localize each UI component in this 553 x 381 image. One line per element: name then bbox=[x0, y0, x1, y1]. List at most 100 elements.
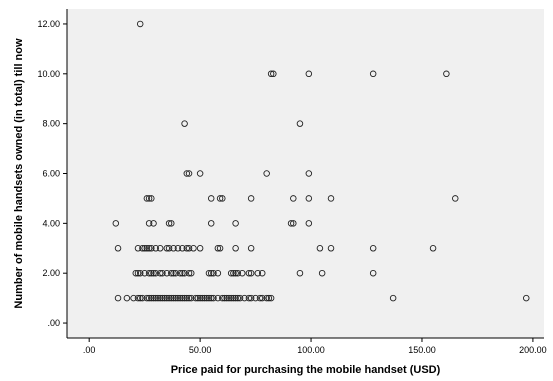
data-point bbox=[287, 220, 295, 227]
data-point bbox=[181, 120, 188, 127]
data-point bbox=[156, 294, 164, 302]
data-point bbox=[256, 294, 264, 302]
data-point bbox=[230, 269, 237, 277]
data-point bbox=[156, 269, 164, 277]
data-point bbox=[112, 220, 120, 227]
data-point bbox=[145, 294, 153, 302]
data-point bbox=[152, 269, 159, 277]
data-point bbox=[148, 269, 155, 277]
data-point bbox=[134, 245, 142, 252]
data-point bbox=[148, 294, 155, 302]
x-tick-label: 200.00 bbox=[519, 345, 547, 355]
data-point bbox=[150, 220, 157, 227]
data-point bbox=[207, 195, 215, 202]
data-point bbox=[123, 294, 131, 302]
data-point bbox=[227, 294, 235, 302]
data-point bbox=[134, 269, 142, 277]
y-tick-label: 8.00 bbox=[42, 119, 60, 129]
data-point bbox=[443, 70, 450, 78]
data-point bbox=[192, 294, 199, 302]
data-point bbox=[369, 245, 377, 252]
data-point bbox=[305, 220, 313, 227]
data-point bbox=[232, 294, 239, 302]
data-point bbox=[185, 170, 193, 177]
y-tick-label: .00 bbox=[47, 318, 60, 328]
data-point bbox=[429, 245, 437, 252]
data-point bbox=[267, 294, 275, 302]
y-tick-label: 6.00 bbox=[42, 169, 60, 179]
data-point bbox=[207, 269, 215, 277]
data-point bbox=[214, 245, 222, 252]
data-point bbox=[163, 245, 171, 252]
data-point bbox=[327, 195, 335, 202]
data-point bbox=[389, 294, 397, 302]
data-point bbox=[168, 220, 175, 227]
data-points bbox=[112, 20, 530, 302]
data-point bbox=[154, 294, 162, 302]
data-point bbox=[223, 294, 230, 302]
data-point bbox=[150, 294, 157, 302]
data-point bbox=[143, 195, 151, 202]
data-point bbox=[170, 294, 177, 302]
data-point bbox=[232, 269, 239, 277]
data-point bbox=[214, 294, 222, 302]
data-point bbox=[203, 294, 211, 302]
data-point bbox=[114, 294, 122, 302]
data-point bbox=[241, 294, 248, 302]
y-tick-label: 10.00 bbox=[37, 69, 60, 79]
data-point bbox=[168, 294, 175, 302]
data-point bbox=[210, 294, 217, 302]
data-point bbox=[187, 269, 195, 277]
data-point bbox=[236, 294, 244, 302]
data-point bbox=[196, 294, 204, 302]
data-point bbox=[179, 245, 186, 252]
data-point bbox=[145, 195, 153, 202]
data-point bbox=[247, 269, 255, 277]
data-point bbox=[190, 245, 197, 252]
data-point bbox=[148, 245, 155, 252]
data-point bbox=[176, 269, 184, 277]
data-point bbox=[165, 220, 173, 227]
data-point bbox=[523, 294, 530, 302]
data-point bbox=[143, 245, 151, 252]
y-tick-label: 2.00 bbox=[42, 268, 60, 278]
data-point bbox=[210, 269, 217, 277]
data-point bbox=[216, 245, 224, 252]
data-point bbox=[136, 20, 144, 28]
data-point bbox=[181, 294, 188, 302]
data-point bbox=[219, 195, 226, 202]
data-point bbox=[150, 269, 157, 277]
data-point bbox=[205, 269, 213, 277]
data-point bbox=[165, 245, 173, 252]
data-point bbox=[187, 294, 195, 302]
data-point bbox=[163, 269, 171, 277]
data-point bbox=[247, 294, 255, 302]
data-point bbox=[305, 195, 313, 202]
data-point bbox=[170, 269, 177, 277]
x-tick-label: 50.00 bbox=[189, 345, 212, 355]
data-point bbox=[230, 294, 237, 302]
data-point bbox=[183, 245, 191, 252]
x-tick-label: 100.00 bbox=[297, 345, 325, 355]
data-point bbox=[239, 269, 246, 277]
data-point bbox=[185, 294, 193, 302]
data-point bbox=[196, 245, 204, 252]
data-point bbox=[172, 269, 179, 277]
data-point bbox=[165, 294, 173, 302]
data-point bbox=[258, 294, 266, 302]
x-tick-label: .00 bbox=[83, 345, 96, 355]
data-point bbox=[168, 269, 175, 277]
x-axis-title: Price paid for purchasing the mobile han… bbox=[171, 364, 441, 376]
data-point bbox=[201, 294, 208, 302]
data-point bbox=[265, 294, 273, 302]
data-point bbox=[183, 294, 191, 302]
data-point bbox=[245, 294, 253, 302]
data-point bbox=[369, 70, 377, 78]
data-point bbox=[327, 245, 335, 252]
data-point bbox=[145, 245, 153, 252]
y-axis-title: Number of mobile handsets owned (in tota… bbox=[13, 38, 25, 309]
data-point bbox=[163, 294, 171, 302]
data-point bbox=[232, 245, 239, 252]
data-point bbox=[258, 269, 266, 277]
